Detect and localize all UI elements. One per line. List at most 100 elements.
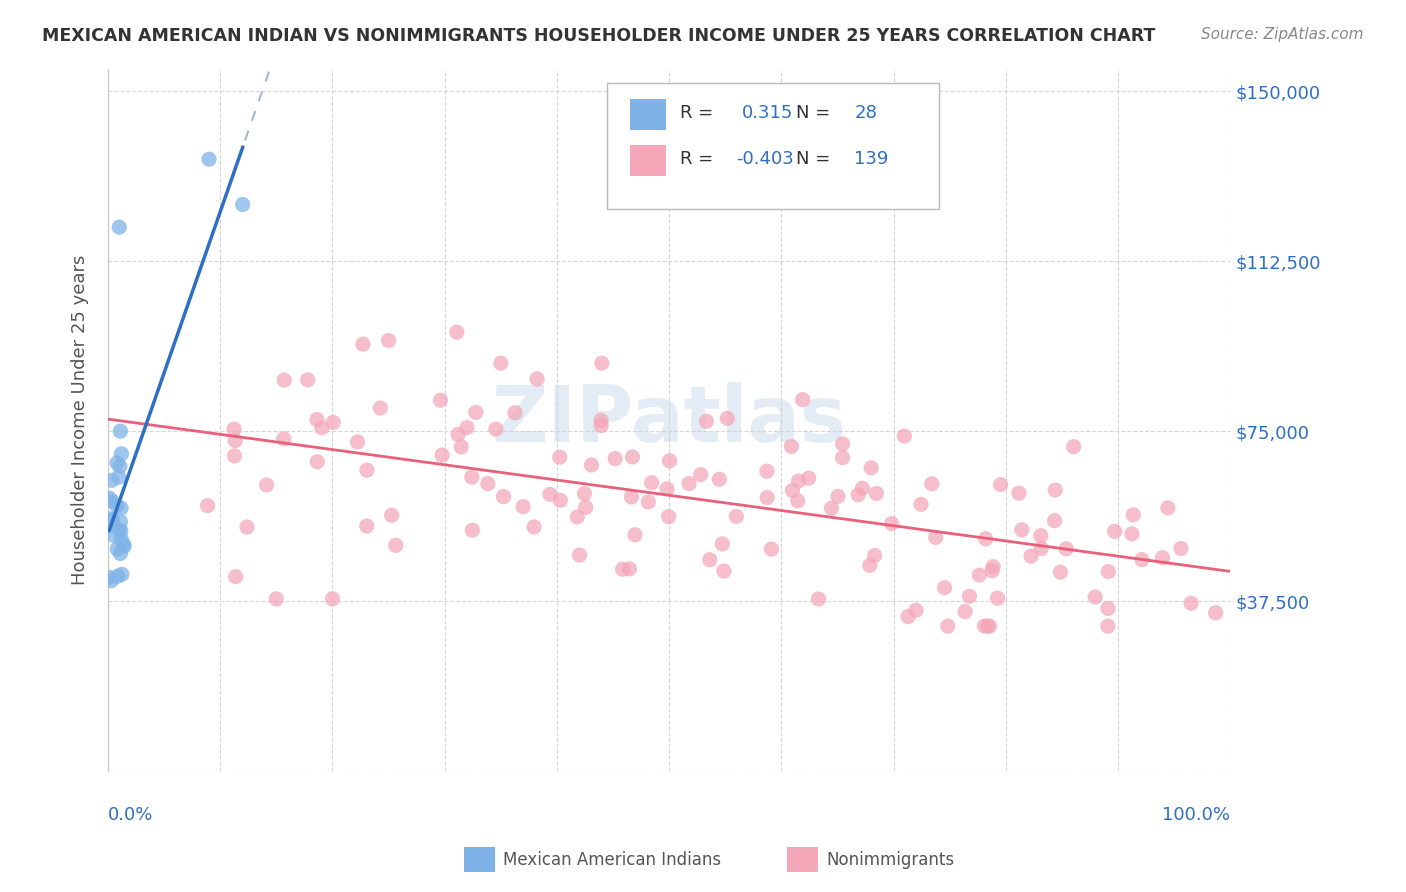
- Point: [381, 508, 404, 523]
- Point: [695, 414, 717, 428]
- Text: Nonimmigrants: Nonimmigrants: [827, 851, 955, 869]
- Point: [981, 559, 1004, 574]
- Point: [464, 405, 486, 419]
- Point: [112, 537, 135, 551]
- Point: [447, 427, 470, 442]
- Point: [1152, 550, 1174, 565]
- Point: [797, 471, 820, 485]
- Point: [1097, 565, 1119, 579]
- Text: 28: 28: [855, 103, 877, 122]
- Point: [103, 528, 125, 542]
- Point: [827, 489, 849, 503]
- Point: [108, 523, 131, 537]
- Point: [957, 589, 980, 603]
- Point: [619, 562, 641, 576]
- Point: [620, 490, 643, 504]
- Point: [725, 509, 748, 524]
- Point: [110, 524, 132, 538]
- Point: [831, 450, 853, 465]
- Point: [430, 448, 453, 462]
- Point: [101, 513, 124, 527]
- Point: [591, 418, 613, 433]
- Point: [910, 497, 932, 511]
- Text: Source: ZipAtlas.com: Source: ZipAtlas.com: [1201, 27, 1364, 42]
- Point: [1170, 541, 1192, 556]
- Point: [1097, 619, 1119, 633]
- Point: [1084, 590, 1107, 604]
- Point: [222, 422, 245, 436]
- Point: [1063, 440, 1085, 454]
- Point: [110, 447, 132, 461]
- Text: N =: N =: [796, 103, 837, 122]
- Point: [98, 570, 121, 584]
- Point: [979, 619, 1001, 633]
- Point: [865, 486, 887, 500]
- Point: [322, 415, 344, 429]
- Point: [1180, 596, 1202, 610]
- Point: [846, 488, 869, 502]
- Point: [658, 509, 681, 524]
- Point: [346, 434, 368, 449]
- Point: [1205, 606, 1227, 620]
- Point: [105, 499, 128, 513]
- Text: Mexican American Indians: Mexican American Indians: [503, 851, 721, 869]
- FancyBboxPatch shape: [607, 83, 939, 209]
- Point: [755, 464, 778, 478]
- Point: [98, 491, 121, 505]
- Point: [678, 476, 700, 491]
- Point: [605, 451, 627, 466]
- Point: [699, 553, 721, 567]
- Point: [953, 605, 976, 619]
- Point: [787, 474, 810, 488]
- Point: [820, 501, 842, 516]
- Point: [110, 547, 132, 561]
- Point: [1019, 549, 1042, 563]
- Text: -0.403: -0.403: [737, 150, 794, 169]
- Point: [110, 532, 132, 546]
- Point: [352, 337, 374, 351]
- Text: 100.0%: 100.0%: [1163, 806, 1230, 824]
- Point: [273, 432, 295, 446]
- Point: [311, 421, 333, 435]
- Point: [100, 574, 122, 588]
- Text: ZIPatlas: ZIPatlas: [492, 382, 846, 458]
- Point: [612, 562, 634, 576]
- Point: [591, 356, 613, 370]
- Point: [307, 455, 329, 469]
- Point: [1097, 601, 1119, 615]
- Point: [655, 482, 678, 496]
- Point: [1130, 552, 1153, 566]
- Point: [574, 486, 596, 500]
- Y-axis label: Householder Income Under 25 years: Householder Income Under 25 years: [72, 254, 89, 585]
- Point: [711, 537, 734, 551]
- Point: [893, 429, 915, 443]
- Point: [568, 548, 591, 562]
- Point: [761, 542, 783, 557]
- Point: [1043, 483, 1066, 497]
- Point: [589, 413, 612, 427]
- Point: [969, 568, 991, 582]
- Point: [236, 520, 259, 534]
- Text: MEXICAN AMERICAN INDIAN VS NONIMMIGRANTS HOUSEHOLDER INCOME UNDER 25 YEARS CORRE: MEXICAN AMERICAN INDIAN VS NONIMMIGRANTS…: [42, 27, 1156, 45]
- Text: R =: R =: [681, 103, 720, 122]
- Point: [1104, 524, 1126, 539]
- Point: [107, 569, 129, 583]
- Point: [921, 476, 943, 491]
- Point: [880, 516, 903, 531]
- Point: [897, 609, 920, 624]
- Point: [477, 476, 499, 491]
- Point: [1049, 565, 1071, 579]
- Point: [356, 463, 378, 477]
- Point: [100, 512, 122, 526]
- Point: [450, 440, 472, 454]
- Point: [934, 581, 956, 595]
- Point: [273, 373, 295, 387]
- Point: [503, 406, 526, 420]
- Point: [637, 495, 659, 509]
- Point: [1029, 529, 1052, 543]
- Point: [548, 450, 571, 465]
- Point: [232, 197, 254, 211]
- Point: [974, 532, 997, 546]
- Point: [100, 473, 122, 487]
- Point: [110, 501, 132, 516]
